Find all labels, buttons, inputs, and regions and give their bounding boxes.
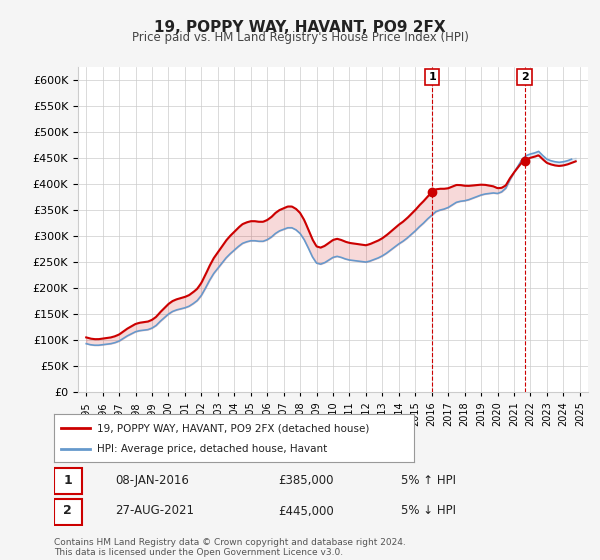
Text: £445,000: £445,000 — [278, 505, 334, 517]
Text: Price paid vs. HM Land Registry's House Price Index (HPI): Price paid vs. HM Land Registry's House … — [131, 31, 469, 44]
Text: 5% ↓ HPI: 5% ↓ HPI — [401, 505, 456, 517]
Text: Contains HM Land Registry data © Crown copyright and database right 2024.
This d: Contains HM Land Registry data © Crown c… — [54, 538, 406, 557]
Text: 08-JAN-2016: 08-JAN-2016 — [115, 474, 189, 487]
Text: 2: 2 — [64, 505, 72, 517]
Text: 5% ↑ HPI: 5% ↑ HPI — [401, 474, 456, 487]
Text: 19, POPPY WAY, HAVANT, PO9 2FX (detached house): 19, POPPY WAY, HAVANT, PO9 2FX (detached… — [97, 424, 370, 433]
FancyBboxPatch shape — [54, 499, 82, 525]
Text: 1: 1 — [428, 72, 436, 82]
Text: 27-AUG-2021: 27-AUG-2021 — [115, 505, 194, 517]
Text: £385,000: £385,000 — [278, 474, 334, 487]
Text: 1: 1 — [64, 474, 72, 487]
Text: 19, POPPY WAY, HAVANT, PO9 2FX: 19, POPPY WAY, HAVANT, PO9 2FX — [154, 20, 446, 35]
Text: HPI: Average price, detached house, Havant: HPI: Average price, detached house, Hava… — [97, 444, 328, 454]
Text: 2: 2 — [521, 72, 529, 82]
FancyBboxPatch shape — [54, 468, 82, 494]
